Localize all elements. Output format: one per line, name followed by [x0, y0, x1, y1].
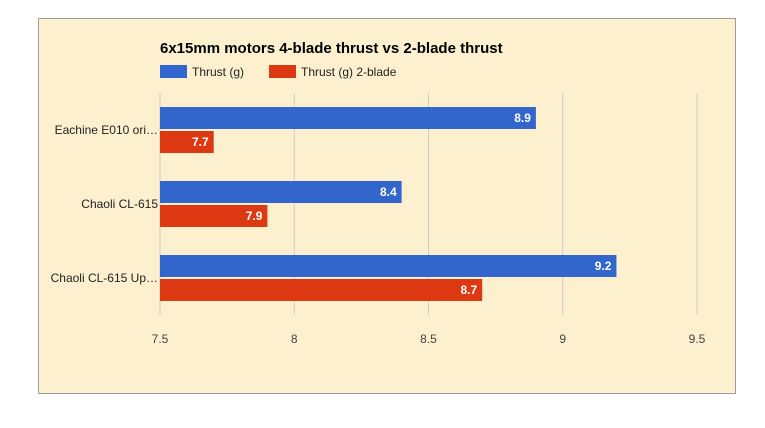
category-label: Chaoli CL-615 Up…: [51, 271, 158, 285]
x-axis-ticks: 7.5 8 8.5 9 9.5: [152, 332, 706, 346]
bar-value-label: 8.9: [514, 111, 531, 125]
category-labels: Eachine E010 ori… Chaoli CL-615 Chaoli CL-…: [51, 123, 159, 285]
legend-label-thrust-2-blade: Thrust (g) 2-blade: [301, 65, 397, 79]
x-tick-label: 8: [291, 332, 298, 346]
x-tick-label: 9.5: [689, 332, 706, 346]
bars: 8.9 7.7 8.4 7.9 9.2 8.7: [160, 107, 617, 301]
gridlines: [159, 93, 698, 315]
x-tick-label: 8.5: [420, 332, 437, 346]
bar: [160, 131, 214, 153]
bar: [160, 181, 402, 203]
bar: [160, 279, 483, 301]
bar-chart: 6x15mm motors 4-blade thrust vs 2-blade …: [51, 40, 706, 346]
bar: [160, 107, 536, 129]
bar: [160, 255, 617, 277]
category-label: Eachine E010 ori…: [55, 123, 158, 137]
bar-value-label: 8.7: [461, 283, 478, 297]
legend-label-thrust: Thrust (g): [192, 65, 244, 79]
bar-value-label: 8.4: [380, 185, 397, 199]
x-tick-label: 9: [559, 332, 566, 346]
legend: Thrust (g) Thrust (g) 2-blade: [160, 65, 397, 79]
bar-value-label: 7.7: [192, 135, 209, 149]
chart-title: 6x15mm motors 4-blade thrust vs 2-blade …: [160, 40, 503, 57]
bar-value-label: 9.2: [595, 259, 612, 273]
bar-value-label: 7.9: [246, 209, 263, 223]
chart-frame: 6x15mm motors 4-blade thrust vs 2-blade …: [38, 18, 736, 394]
x-tick-label: 7.5: [152, 332, 169, 346]
legend-swatch-thrust: [160, 65, 187, 78]
bar: [160, 205, 268, 227]
legend-swatch-thrust-2-blade: [269, 65, 296, 78]
category-label: Chaoli CL-615: [81, 197, 158, 211]
